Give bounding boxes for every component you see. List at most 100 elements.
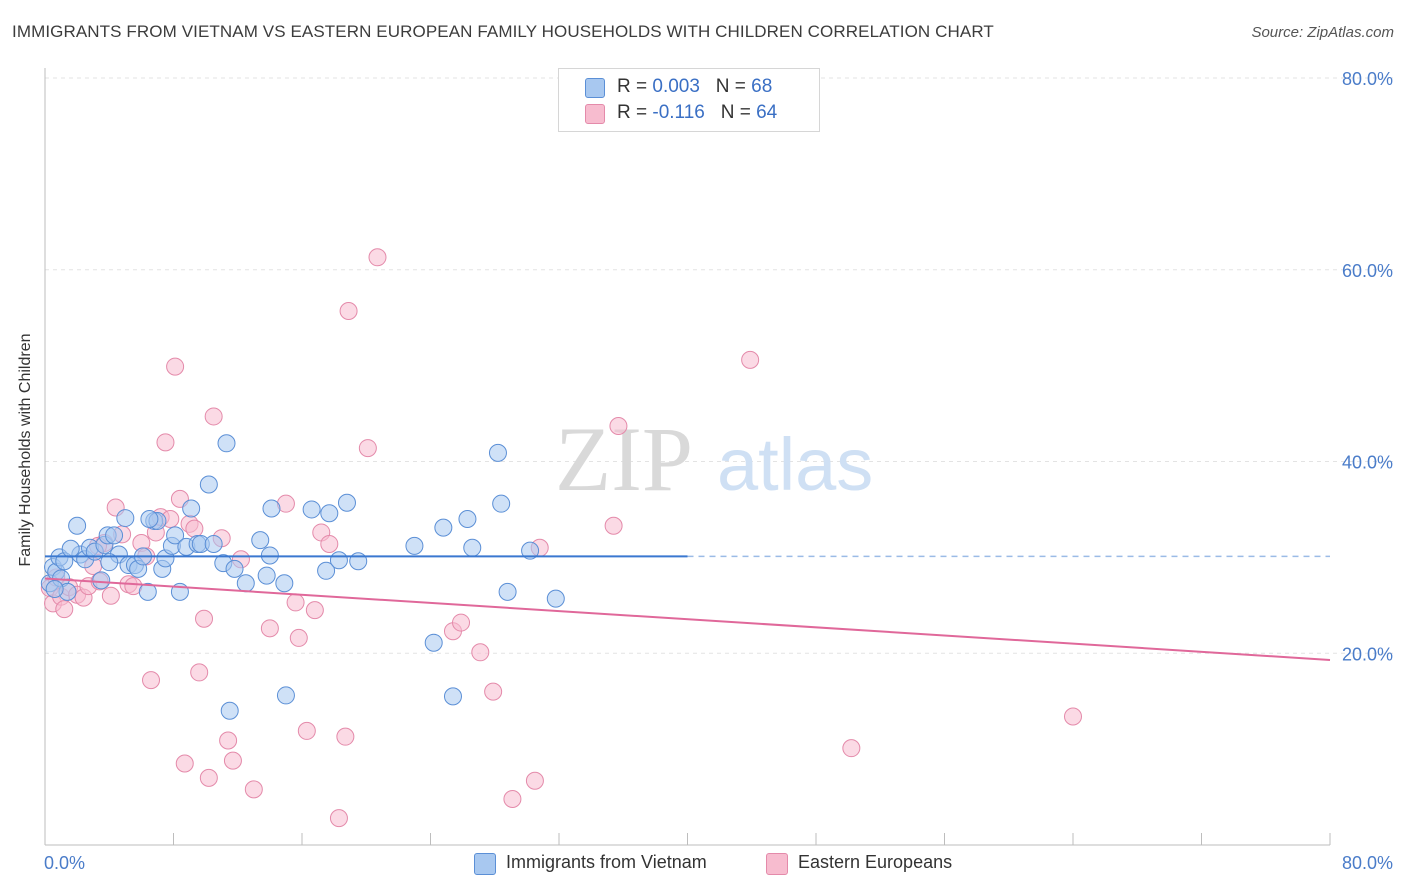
trend-lines	[44, 555, 1331, 661]
eastern-europeans-point	[166, 357, 185, 376]
vietnam-point	[276, 686, 295, 705]
eastern-europeans-point	[471, 643, 490, 662]
eastern-europeans-point	[204, 407, 223, 426]
vietnam-point	[199, 475, 218, 494]
eastern-europeans-point	[336, 727, 355, 746]
vietnam-point	[116, 509, 135, 528]
eastern-europeans-point	[286, 593, 305, 612]
vietnam-point	[45, 580, 64, 599]
vietnam-point	[546, 589, 565, 608]
tick-labels: 20.0% 40.0% 60.0% 80.0% 0.0% 80.0%	[44, 69, 1393, 873]
axes	[44, 68, 1331, 846]
eastern-europeans-point	[503, 789, 522, 808]
watermark: ZIP atlas	[555, 408, 873, 510]
legend-n-value: 64	[756, 102, 778, 123]
vietnam-point	[140, 510, 159, 529]
eastern-europeans-point	[329, 809, 348, 828]
legend-r-value: 0.003	[652, 76, 700, 97]
legend-r-label: R =	[617, 102, 653, 123]
y-tick-label: 80.0%	[1342, 69, 1393, 89]
vietnam-point	[225, 559, 244, 578]
eastern-europeans-point	[358, 439, 377, 458]
eastern-europeans-point	[199, 768, 218, 787]
vietnam-points	[40, 434, 565, 720]
vietnam-point	[302, 500, 321, 519]
eastern-europeans-point	[223, 751, 242, 770]
eastern-europeans-point	[842, 739, 861, 758]
bottom-legend-label: Eastern Europeans	[798, 852, 953, 872]
chart-title: IMMIGRANTS FROM VIETNAM VS EASTERN EUROP…	[12, 22, 994, 41]
legend-n-label: N =	[715, 76, 752, 97]
eastern-europeans-point	[609, 417, 628, 436]
vietnam-point	[92, 571, 111, 590]
y-axis-label-wrap: Family Households with Children	[14, 300, 38, 600]
vietnam-point	[262, 499, 281, 518]
legend-swatch-pink	[585, 104, 605, 124]
eastern-europeans-point	[175, 754, 194, 773]
vietnam-point	[166, 526, 185, 545]
vietnam-point	[521, 541, 540, 560]
eastern-europeans-point	[244, 780, 263, 799]
eastern-europeans-point	[484, 682, 503, 701]
vietnam-point	[443, 687, 462, 706]
eastern-europeans-point	[289, 628, 308, 647]
vietnam-point	[329, 551, 348, 570]
source-label: Source: ZipAtlas.com	[1251, 24, 1394, 41]
legend-n-value: 68	[751, 76, 773, 97]
vietnam-point	[138, 582, 157, 601]
eastern-europeans-point	[525, 771, 544, 790]
bottom-legend-swatch-pink	[766, 853, 788, 875]
vietnam-point	[488, 443, 507, 462]
vietnam-point	[424, 633, 443, 652]
eastern-europeans-point	[142, 671, 161, 690]
vietnam-point	[317, 561, 336, 580]
eastern-europeans-point	[219, 731, 238, 750]
eastern-europeans-point	[604, 516, 623, 535]
vietnam-point	[349, 552, 368, 571]
vietnam-point	[105, 526, 124, 545]
x-tick-label: 0.0%	[44, 853, 85, 873]
eastern-europeans-point	[305, 601, 324, 620]
vietnam-point	[405, 536, 424, 555]
legend-r-value: -0.116	[652, 102, 705, 123]
eastern-europeans-point	[195, 609, 214, 628]
legend-r-label: R =	[617, 76, 653, 97]
watermark-atlas: atlas	[717, 423, 873, 506]
eastern-europeans-point	[185, 519, 204, 538]
vietnam-point	[251, 531, 270, 550]
eastern-europeans-point	[297, 721, 316, 740]
vietnam-point	[320, 504, 339, 523]
vietnam-point	[236, 574, 255, 593]
vietnam-point	[337, 493, 356, 512]
eastern-europeans-point	[339, 301, 358, 320]
eastern-europeans-point	[368, 248, 387, 267]
bottom-legend-label: Immigrants from Vietnam	[506, 852, 707, 872]
eastern-europeans-point	[156, 433, 175, 452]
eastern-europeans-point	[1064, 707, 1082, 726]
correlation-legend: R = 0.003 N = 68 R = -0.116 N = 64	[558, 68, 820, 132]
vietnam-point	[257, 566, 276, 585]
eastern-europeans-point	[452, 613, 471, 632]
eastern-europeans-point	[741, 350, 760, 369]
eastern-europeans-trend-line	[44, 577, 1331, 661]
vietnam-point	[434, 518, 453, 537]
eastern-europeans-point	[55, 600, 74, 619]
vietnam-point	[100, 553, 119, 572]
eastern-europeans-point	[190, 663, 209, 682]
gridlines	[45, 77, 1393, 654]
vietnam-point	[217, 434, 236, 453]
vietnam-point	[204, 534, 223, 553]
vietnam-point	[463, 538, 482, 557]
bottom-legend-swatch-blue	[474, 853, 496, 875]
y-tick-label: 60.0%	[1342, 261, 1393, 281]
vietnam-point	[498, 582, 517, 601]
vietnam-point	[68, 516, 87, 535]
eastern-europeans-point	[320, 534, 339, 553]
vietnam-point	[220, 701, 239, 720]
x-tick-label: 80.0%	[1342, 853, 1393, 873]
legend-swatch-blue	[585, 78, 605, 98]
vietnam-point	[458, 510, 477, 529]
eastern-europeans-point	[101, 586, 120, 605]
vietnam-point	[492, 494, 511, 513]
